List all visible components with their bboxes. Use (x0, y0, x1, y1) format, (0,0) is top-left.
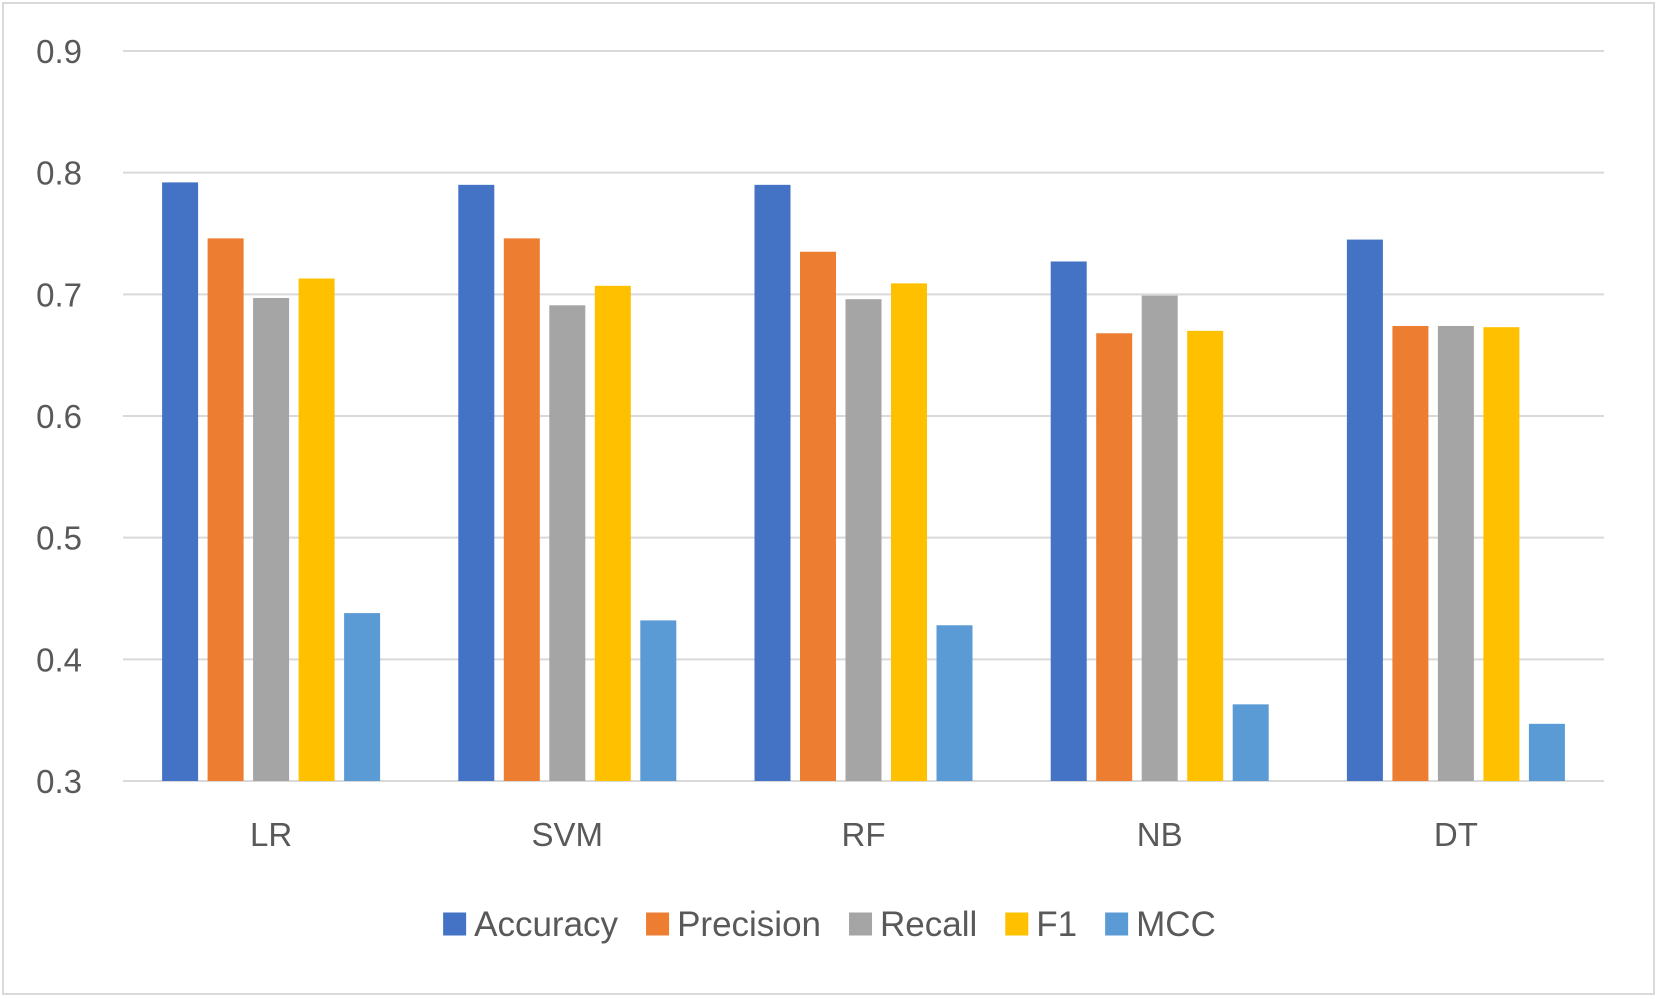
bar-mcc-nb (1232, 704, 1269, 781)
y-tick-label: 0.7 (36, 276, 82, 313)
bar-accuracy-svm (458, 184, 495, 782)
bar-f1-dt (1483, 327, 1520, 781)
bar-accuracy-lr (162, 182, 199, 781)
bar-accuracy-rf (754, 184, 791, 782)
bar-recall-dt (1437, 325, 1474, 781)
x-category-label: RF (842, 816, 886, 853)
bar-accuracy-nb (1050, 261, 1087, 781)
legend-label-precision: Precision (677, 905, 821, 944)
bar-precision-svm (503, 238, 540, 781)
bar-precision-lr (207, 238, 244, 781)
legend-label-f1: F1 (1036, 905, 1077, 944)
bar-recall-rf (845, 299, 882, 781)
bar-recall-nb (1141, 295, 1178, 781)
legend-label-recall: Recall (880, 905, 977, 944)
legend: Accuracy Precision Recall F1 MCC (443, 905, 1216, 944)
legend-swatch-recall (849, 912, 873, 936)
y-tick-label: 0.6 (36, 398, 82, 435)
x-category-label: DT (1434, 816, 1478, 853)
bar-f1-lr (298, 278, 335, 781)
bar-recall-lr (253, 297, 290, 781)
x-category-label: SVM (532, 816, 604, 853)
legend-swatch-f1 (1005, 912, 1029, 936)
bar-precision-dt (1392, 325, 1429, 781)
y-tick-label: 0.5 (36, 520, 82, 557)
y-tick-label: 0.9 (36, 33, 82, 70)
y-axis-ticks: 0.3 0.4 0.5 0.6 0.7 0.8 0.9 (36, 33, 82, 800)
bar-recall-svm (549, 305, 586, 781)
x-axis-categories: LR SVM RF NB DT (250, 816, 1478, 853)
y-tick-label: 0.3 (36, 763, 82, 800)
bar-precision-nb (1096, 333, 1133, 781)
legend-swatch-precision (646, 912, 670, 936)
bar-f1-nb (1187, 330, 1224, 781)
x-category-label: NB (1137, 816, 1183, 853)
bar-f1-svm (594, 285, 631, 781)
legend-label-mcc: MCC (1136, 905, 1216, 944)
legend-label-accuracy: Accuracy (474, 905, 618, 944)
bar-mcc-rf (936, 625, 973, 781)
legend-swatch-mcc (1105, 912, 1129, 936)
bar-f1-rf (891, 283, 927, 781)
bar-accuracy-dt (1346, 239, 1383, 782)
bar-mcc-dt (1528, 723, 1565, 781)
x-category-label: LR (250, 816, 292, 853)
bar-mcc-svm (640, 620, 677, 781)
bar-mcc-lr (344, 613, 381, 781)
bar-precision-rf (800, 251, 836, 781)
y-tick-label: 0.4 (36, 641, 82, 678)
legend-swatch-accuracy (443, 912, 467, 936)
y-tick-label: 0.8 (36, 155, 82, 192)
bars (162, 182, 1565, 782)
